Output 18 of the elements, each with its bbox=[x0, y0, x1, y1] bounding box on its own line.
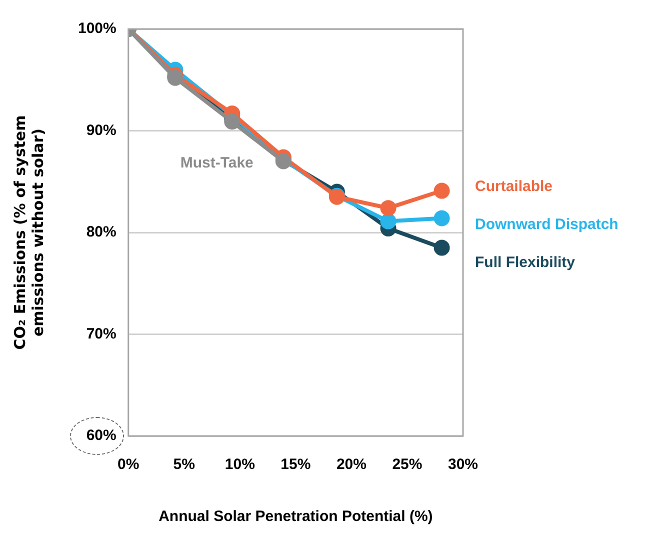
x-tick-label: 15% bbox=[280, 456, 311, 474]
x-tick-label: 10% bbox=[224, 456, 255, 474]
series-label: Must-Take bbox=[180, 154, 254, 172]
y-tick-label: 60% bbox=[86, 427, 116, 444]
x-tick-label: 20% bbox=[336, 456, 366, 474]
series-label: Full Flexibility bbox=[475, 254, 576, 271]
x-tick-label: 30% bbox=[448, 456, 478, 474]
x-tick-label: 25% bbox=[392, 456, 422, 474]
y-tick-label: 100% bbox=[78, 20, 116, 38]
y-axis-title: CO₂ Emissions (% of system emissions without solar) bbox=[10, 115, 47, 350]
x-tick-label: 5% bbox=[173, 456, 195, 474]
y-tick-label: 80% bbox=[86, 224, 116, 241]
series-label: Downward Dispatch bbox=[475, 216, 618, 233]
x-tick-label: 0% bbox=[118, 456, 140, 474]
series-label: Curtailable bbox=[475, 178, 553, 195]
y-tick-label: 70% bbox=[86, 325, 116, 342]
x-axis-title: Annual Solar Penetration Potential (%) bbox=[158, 508, 433, 526]
y-tick-label: 90% bbox=[86, 122, 116, 139]
